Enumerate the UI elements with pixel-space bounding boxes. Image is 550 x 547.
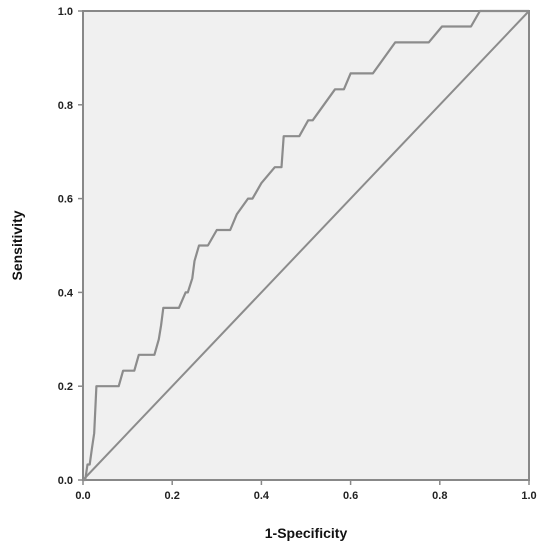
reference-diagonal-line [82, 10, 530, 481]
roc-curve-line [83, 9, 529, 482]
y-axis-title: Sensitivity [9, 210, 25, 280]
x-tick-label: 0.8 [432, 490, 447, 502]
y-tick-label: 0.6 [58, 194, 73, 206]
y-tick-label: 0.0 [58, 475, 73, 487]
y-tick-label: 0.4 [58, 287, 74, 299]
x-axis-title: 1-Specificity [265, 525, 348, 541]
x-tick-label: 0.4 [254, 490, 270, 502]
x-tick-label: 0.6 [343, 490, 358, 502]
x-axis-ticks: 0.0 0.2 0.4 0.6 0.8 1.0 [75, 480, 537, 502]
y-tick-label: 1.0 [58, 6, 73, 18]
x-tick-label: 0.0 [75, 490, 90, 502]
x-tick-label: 1.0 [521, 490, 536, 502]
y-tick-label: 0.2 [58, 381, 73, 393]
y-tick-label: 0.8 [58, 100, 73, 112]
y-axis-ticks: 0.0 0.2 0.4 0.6 0.8 1.0 [58, 6, 83, 487]
x-tick-label: 0.2 [165, 490, 180, 502]
